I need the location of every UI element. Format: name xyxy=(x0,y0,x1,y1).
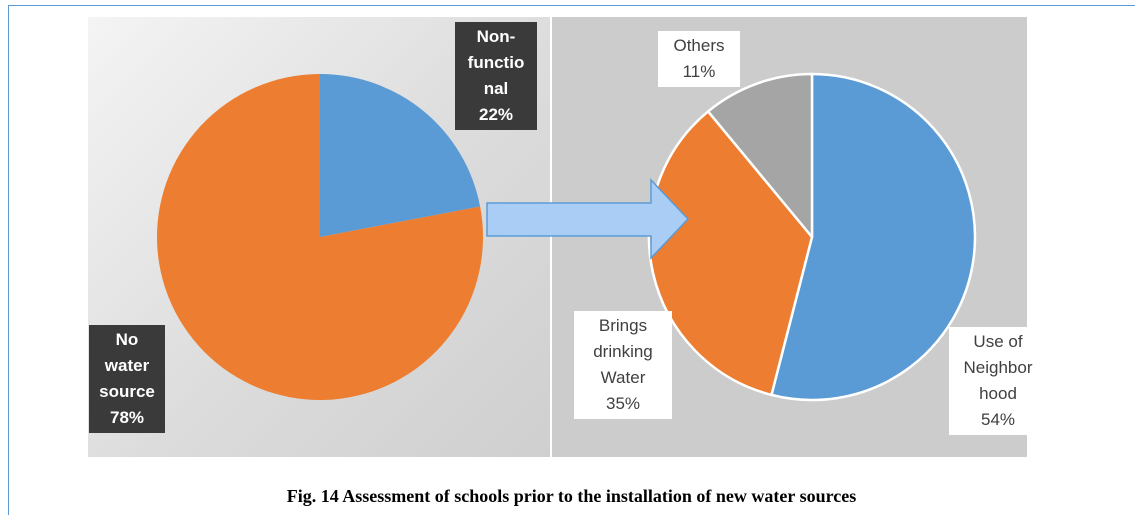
label-line: Non- xyxy=(476,27,516,46)
pie-slice-brings-drinking-water xyxy=(647,110,814,397)
label-line: Others xyxy=(673,36,725,55)
label-line: functio xyxy=(467,53,525,72)
panel-divider xyxy=(550,17,552,457)
pie-slice-non-functional xyxy=(320,74,481,237)
pie-slice-no-water-source xyxy=(157,74,483,401)
label-line: nal xyxy=(483,79,509,98)
label-line: drinking xyxy=(593,342,653,361)
slice-label-non-functional: Non- functio nal 22% xyxy=(455,22,537,130)
slice-label-brings-drinking-water: Brings drinking Water 35% xyxy=(574,311,672,419)
slice-label-use-of-neighborhood: Use of Neighbor hood 54% xyxy=(949,327,1047,435)
left-pie-chart xyxy=(157,74,483,401)
slice-label-no-water-source: No water source 78% xyxy=(89,325,165,433)
label-line: 54% xyxy=(980,410,1016,429)
pie-slice-others xyxy=(706,72,814,239)
right-pie-chart xyxy=(647,72,977,402)
label-line: Water xyxy=(600,368,646,387)
label-line: Brings xyxy=(598,316,648,335)
label-line: water xyxy=(104,356,150,375)
figure-caption: Fig. 14 Assessment of schools prior to t… xyxy=(286,486,857,506)
label-line: Use of xyxy=(973,332,1023,351)
label-line: Neighbor xyxy=(963,358,1033,377)
label-line: source xyxy=(99,382,155,401)
slice-label-others: Others 11% xyxy=(658,31,740,87)
arrow-icon xyxy=(486,178,690,260)
label-line: hood xyxy=(979,384,1017,403)
label-line: 22% xyxy=(478,105,514,124)
figure-frame xyxy=(8,5,1135,515)
label-line: 11% xyxy=(682,62,716,81)
label-line: No xyxy=(115,330,139,349)
pie-slice-use-of-neighborhood xyxy=(770,72,977,402)
label-line: 35% xyxy=(605,394,641,413)
label-line: 78% xyxy=(109,408,145,427)
